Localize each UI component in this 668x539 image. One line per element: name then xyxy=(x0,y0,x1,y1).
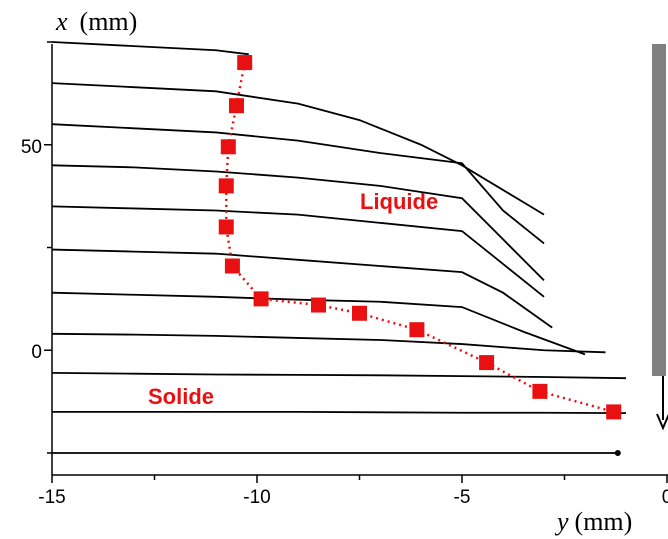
x-axis-title: y (mm) xyxy=(554,507,632,536)
isotherm-line xyxy=(52,410,627,415)
isotherm-line xyxy=(51,123,545,245)
solid-label: Solide xyxy=(148,384,214,409)
melt-front-marker xyxy=(237,55,253,71)
x-tick-labels: -15 -10 -5 0 xyxy=(38,487,668,508)
isotherm-line xyxy=(51,332,606,354)
isotherm-line xyxy=(51,82,545,216)
melt-front-marker xyxy=(218,219,234,235)
melt-front-marker xyxy=(220,139,236,155)
y-axis-unit: (mm) xyxy=(80,7,138,36)
tick-marks xyxy=(44,41,668,483)
y-axis-variable: x xyxy=(55,7,68,36)
melt-front-marker xyxy=(253,291,269,307)
isotherm-line xyxy=(51,291,586,356)
x-tick-label: 0 xyxy=(662,487,668,508)
isotherm-line xyxy=(51,248,553,329)
y-tick-labels: 0 50 xyxy=(21,137,42,363)
y-tick-label: 50 xyxy=(21,137,42,158)
y-axis-title: x (mm) xyxy=(55,7,137,36)
isotherm-line xyxy=(51,164,545,282)
isotherm-line xyxy=(51,205,545,298)
x-axis-unit: (mm) xyxy=(575,507,633,536)
melt-front-marker xyxy=(311,297,326,313)
isotherm-line xyxy=(51,41,249,56)
melt-front-marker xyxy=(479,355,495,371)
x-axis-variable: y xyxy=(554,507,569,536)
melt-front-marker xyxy=(532,383,548,399)
line-end-dot xyxy=(614,450,621,456)
x-tick-label: -15 xyxy=(38,487,65,508)
isotherm-line xyxy=(51,371,627,380)
wall-bar xyxy=(652,44,666,376)
melt-front-marker xyxy=(218,178,234,194)
arrow-head xyxy=(656,413,668,431)
melt-front-marker xyxy=(352,305,367,321)
x-tick-label: -5 xyxy=(454,487,471,508)
y-tick-label: 0 xyxy=(31,342,42,363)
melt-front-markers xyxy=(218,55,622,420)
melt-front-marker xyxy=(229,98,244,114)
melt-front-line xyxy=(225,62,615,414)
x-tick-label: -10 xyxy=(243,487,270,508)
isotherm-lines xyxy=(51,41,627,456)
melt-front-marker xyxy=(224,258,240,274)
melt-front-marker xyxy=(409,322,425,338)
liquid-label: Liquide xyxy=(360,189,438,214)
melt-front-marker xyxy=(606,404,622,420)
plot-area xyxy=(44,41,668,483)
